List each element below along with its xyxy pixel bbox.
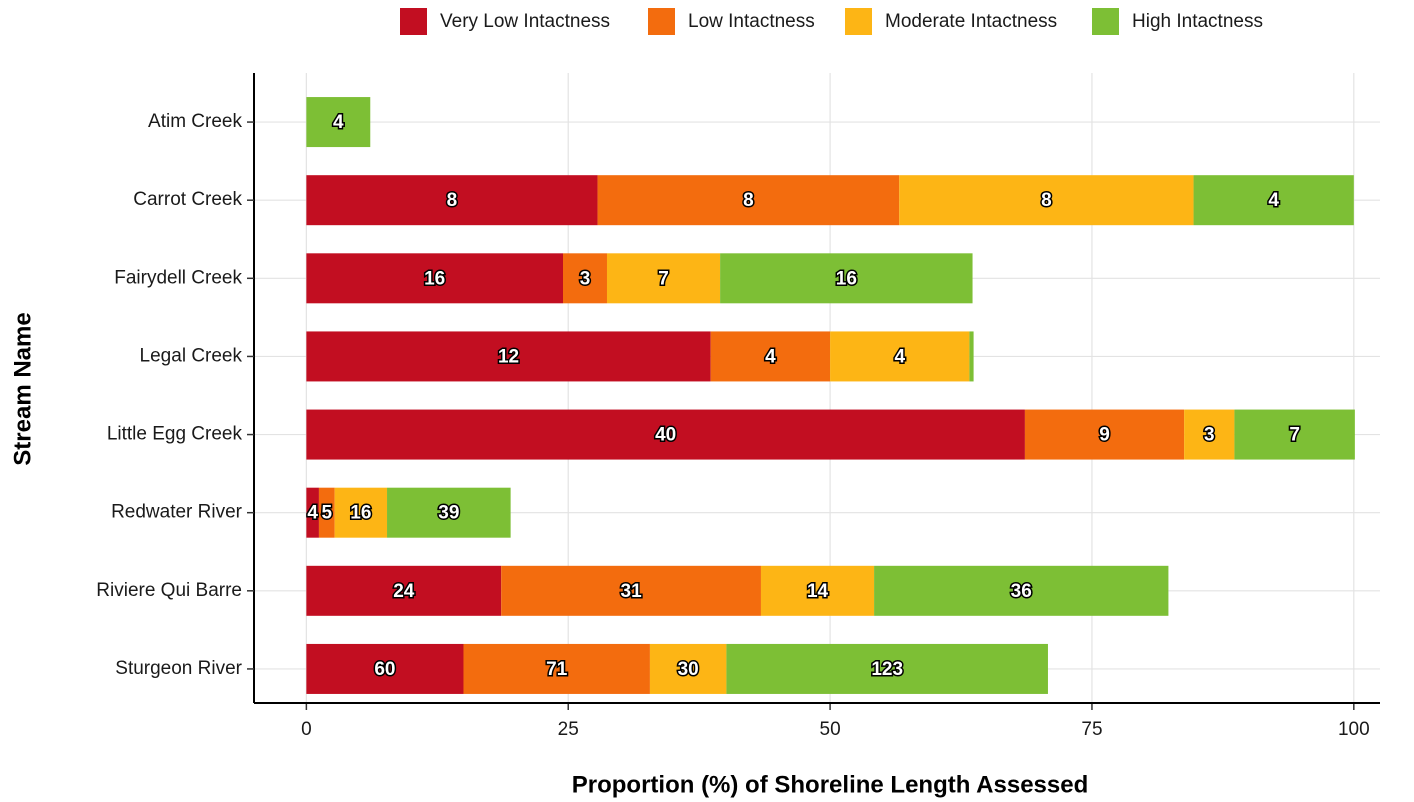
x-axis-title: Proportion (%) of Shoreline Length Asses… — [572, 771, 1089, 798]
data-label: 4 — [307, 503, 318, 524]
bar-segment — [1024, 409, 1185, 460]
data-label: 4 — [1268, 190, 1279, 211]
bar-segment — [899, 175, 1194, 226]
legend-label: Low Intactness — [688, 11, 815, 32]
bar-segment — [306, 643, 464, 694]
x-tick-label: 50 — [820, 719, 841, 740]
bar-segment — [501, 565, 761, 616]
y-tick-label: Legal Creek — [140, 345, 243, 366]
bar-segment — [1234, 409, 1355, 460]
data-label: 4 — [894, 346, 905, 367]
legend-label: Very Low Intactness — [440, 11, 610, 32]
bar-segment — [874, 565, 1169, 616]
legend-swatch — [400, 8, 427, 35]
data-label: 5 — [322, 503, 333, 524]
bar-segment — [306, 253, 563, 304]
x-tick-label: 25 — [558, 719, 579, 740]
data-label: 30 — [678, 659, 699, 680]
data-label: 8 — [743, 190, 754, 211]
data-label: 123 — [871, 659, 903, 680]
bar-segment — [334, 487, 388, 538]
bar-segment — [306, 97, 371, 148]
y-tick-label: Redwater River — [111, 502, 243, 523]
data-label: 7 — [1289, 425, 1300, 446]
legend-swatch — [648, 8, 675, 35]
y-tick-label: Carrot Creek — [133, 189, 242, 210]
data-label: 39 — [438, 503, 459, 524]
bar-segment — [306, 565, 502, 616]
bar-segment — [306, 331, 711, 382]
bar-segment — [649, 643, 727, 694]
data-label: 31 — [621, 581, 643, 602]
data-label: 60 — [374, 659, 395, 680]
bar-segment — [318, 487, 335, 538]
y-tick-label: Riviere Qui Barre — [96, 580, 242, 601]
bar-segment — [597, 175, 900, 226]
data-label: 4 — [333, 112, 344, 133]
legend-swatch — [845, 8, 872, 35]
data-label: 3 — [1204, 425, 1215, 446]
data-label: 4 — [765, 346, 776, 367]
data-label: 14 — [807, 581, 829, 602]
bar-segment — [720, 253, 973, 304]
bar-segment — [760, 565, 875, 616]
bar-segment — [710, 331, 831, 382]
y-axis-title: Stream Name — [9, 312, 36, 465]
y-tick-label: Little Egg Creek — [107, 424, 243, 445]
data-label: 16 — [836, 268, 857, 289]
bar-segment — [1193, 175, 1354, 226]
bar-segment — [1184, 409, 1235, 460]
data-label: 40 — [655, 425, 676, 446]
y-tick-label: Fairydell Creek — [114, 267, 242, 288]
legend-label: High Intactness — [1132, 11, 1263, 32]
bar-segment — [306, 487, 319, 538]
data-label: 71 — [546, 659, 568, 680]
data-label: 12 — [498, 346, 519, 367]
x-tick-label: 75 — [1081, 719, 1102, 740]
bar-segment — [606, 253, 721, 304]
data-label: 16 — [424, 268, 445, 289]
bar-segment — [387, 487, 511, 538]
bar-segment — [562, 253, 607, 304]
legend-swatch — [1092, 8, 1119, 35]
data-label: 8 — [447, 190, 458, 211]
data-label: 16 — [350, 503, 371, 524]
legend-label: Moderate Intactness — [885, 11, 1057, 32]
data-label: 7 — [658, 268, 669, 289]
bar-segment — [306, 175, 598, 226]
y-tick-label: Sturgeon River — [115, 658, 242, 679]
data-label: 3 — [580, 268, 591, 289]
y-tick-label: Atim Creek — [148, 111, 242, 132]
data-label: 9 — [1099, 425, 1110, 446]
x-tick-label: 0 — [301, 719, 312, 740]
bar-segment — [830, 331, 970, 382]
bar-segment — [306, 409, 1025, 460]
bar-segment — [969, 331, 974, 382]
bar-segment — [463, 643, 650, 694]
data-label: 36 — [1011, 581, 1032, 602]
data-label: 24 — [393, 581, 415, 602]
data-label: 8 — [1041, 190, 1052, 211]
bar-segment — [726, 643, 1048, 694]
x-tick-label: 100 — [1338, 719, 1370, 740]
